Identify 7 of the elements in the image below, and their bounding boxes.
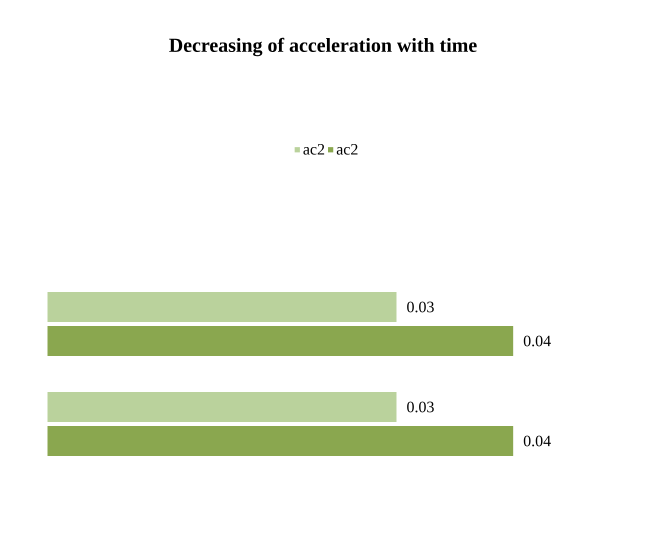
data-label: 0.03 — [407, 302, 434, 312]
data-label: 0.03 — [407, 402, 434, 412]
data-label: 0.04 — [524, 436, 551, 446]
chart-title: Decreasing of acceleration with time — [169, 38, 477, 56]
legend-label: ac2 — [336, 144, 358, 155]
legend-label: ac2 — [303, 144, 324, 155]
data-label: 0.04 — [524, 336, 551, 346]
